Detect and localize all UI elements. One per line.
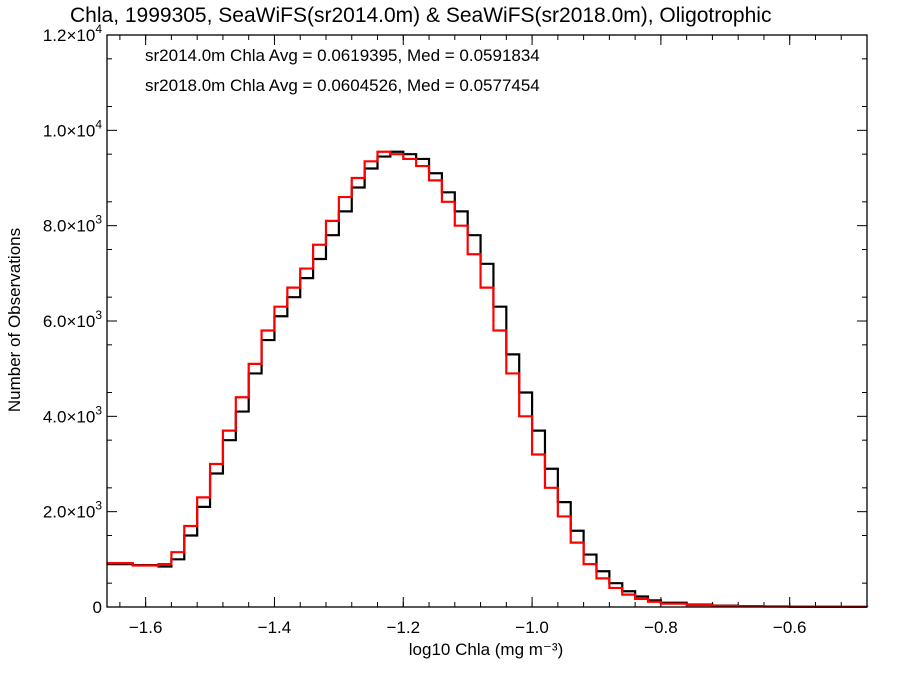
x-axis-label: log10 Chla (mg m⁻³)	[409, 640, 563, 659]
y-tick-label: 1.2×104	[43, 22, 102, 45]
y-axis-label: Number of Observations	[5, 228, 24, 412]
y-tick-label: 6.0×103	[43, 308, 102, 331]
x-tick-label: −1.0	[515, 618, 549, 637]
y-tick-label: 4.0×103	[43, 403, 102, 426]
axis-ticks: −1.6 −1.4 −1.2 −1.0 −0.8 −0.6 0 2.0×103 4.0×103 6…	[43, 22, 867, 637]
series-line-0	[107, 150, 869, 608]
annotation-sr2018: sr2018.0m Chla Avg = 0.0604526, Med = 0.…	[145, 76, 540, 95]
y-tick-label: 8.0×103	[43, 213, 102, 236]
annotation-sr2014: sr2014.0m Chla Avg = 0.0619395, Med = 0.…	[145, 46, 540, 65]
x-tick-label: −0.6	[773, 618, 807, 637]
y-tick-label: 2.0×103	[43, 499, 102, 522]
data-series	[107, 150, 869, 609]
y-tick-label: 0	[93, 598, 102, 617]
x-tick-label: −1.2	[386, 618, 420, 637]
plot-frame	[106, 34, 868, 608]
y-tick-label: 1.0×104	[43, 117, 102, 140]
x-tick-label: −0.8	[644, 618, 678, 637]
x-tick-label: −1.6	[129, 618, 163, 637]
series-line-1	[107, 150, 869, 609]
x-tick-label: −1.4	[258, 618, 292, 637]
chart-title: Chla, 1999305, SeaWiFS(sr2014.0m) & SeaW…	[70, 4, 771, 27]
